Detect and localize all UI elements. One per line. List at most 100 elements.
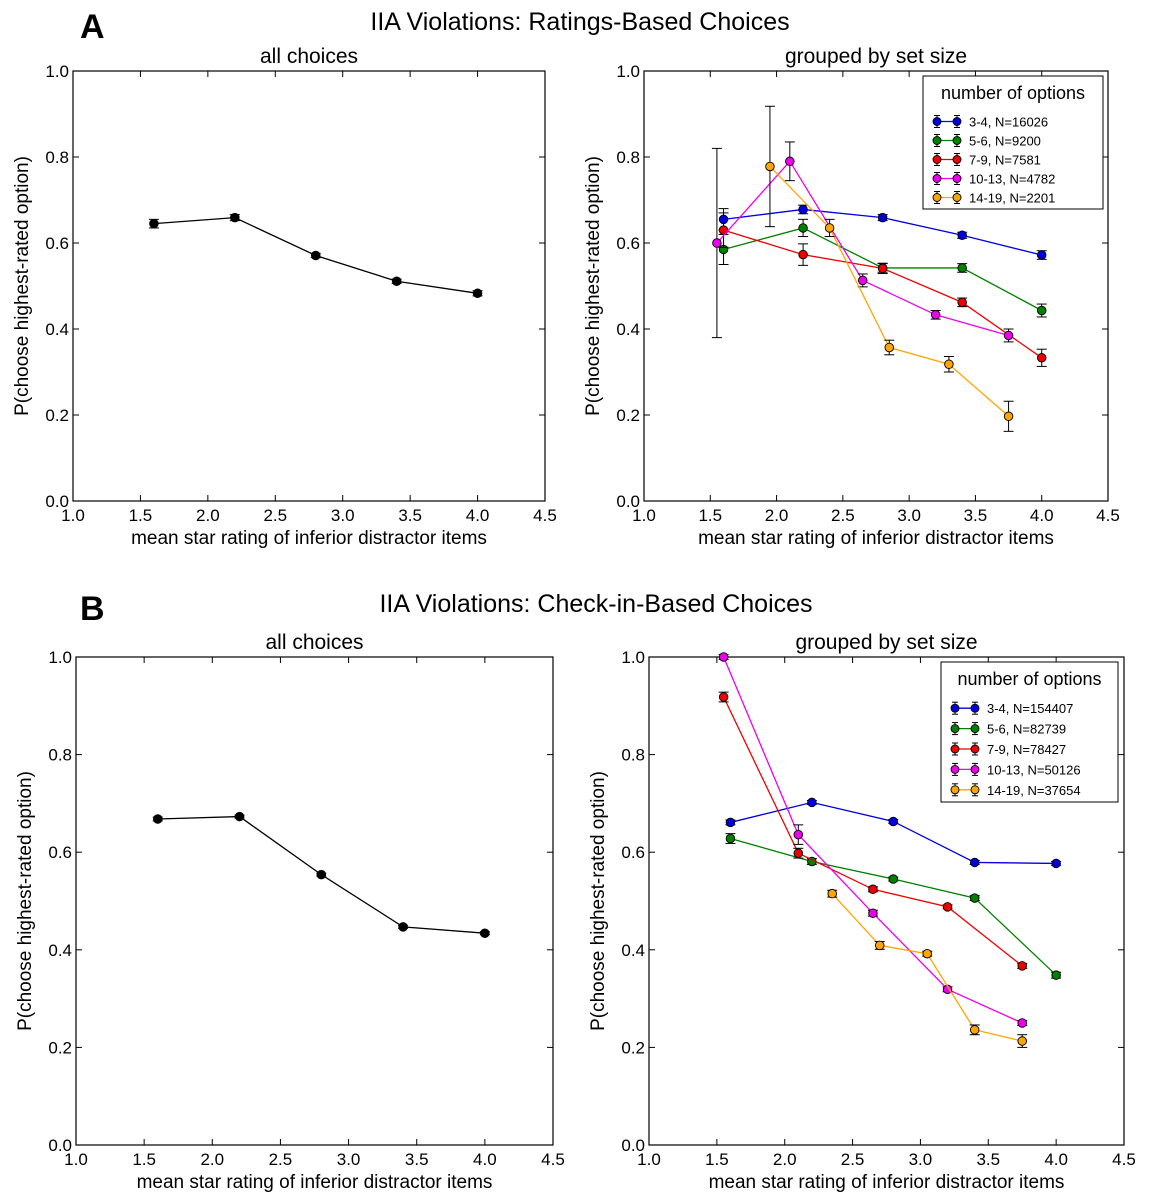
data-point	[869, 909, 878, 918]
y-axis-label: P(choose highest-rated option)	[15, 771, 36, 1031]
series-line	[724, 230, 1042, 358]
x-tick-label: 3.5	[964, 506, 988, 525]
data-point	[481, 929, 490, 938]
data-point	[392, 277, 401, 286]
legend-label: 14-19, N=37654	[987, 783, 1081, 798]
plot-frame	[76, 657, 553, 1145]
data-point	[719, 653, 728, 662]
y-tick-label: 0.0	[48, 1136, 72, 1155]
legend-label: 5-6, N=82739	[987, 722, 1066, 737]
data-point	[970, 894, 979, 903]
data-point	[799, 250, 808, 259]
data-point	[1004, 331, 1013, 340]
data-point	[1037, 354, 1046, 363]
data-point	[945, 360, 954, 369]
panel-title-b: IIA Violations: Check-in-Based Choices	[379, 590, 812, 618]
data-point	[399, 923, 408, 932]
x-tick-label: 2.0	[196, 506, 220, 525]
y-tick-label: 1.0	[45, 62, 69, 81]
data-point	[878, 213, 887, 222]
data-point	[150, 219, 159, 228]
panel-letter-a: A	[80, 8, 105, 46]
data-point	[1037, 306, 1046, 315]
data-point	[825, 224, 834, 233]
x-tick-label: 3.0	[897, 506, 921, 525]
y-tick-label: 0.6	[616, 234, 640, 253]
y-axis-label: P(choose highest-rated option)	[588, 771, 609, 1031]
data-point	[869, 885, 878, 894]
legend: number of options 3-4, N=154407 5-6, N=827…	[941, 662, 1118, 802]
legend-label: 14-19, N=2201	[969, 191, 1055, 206]
x-tick-label: 3.5	[405, 1150, 429, 1169]
series-0	[719, 205, 1047, 259]
x-tick-label: 1.5	[132, 1150, 156, 1169]
data-point	[231, 213, 240, 222]
series-0	[153, 812, 490, 937]
x-tick-label: 2.0	[200, 1150, 224, 1169]
data-point	[235, 812, 244, 821]
x-tick-label: 4.0	[1030, 506, 1054, 525]
x-tick-label: 2.0	[765, 506, 789, 525]
y-axis-label: P(choose highest-rated option)	[583, 156, 604, 416]
data-point	[858, 276, 867, 285]
legend-label: 5-6, N=9200	[969, 134, 1041, 149]
legend-marker	[933, 156, 941, 164]
x-tick-label: 2.5	[263, 506, 287, 525]
data-point	[875, 941, 884, 950]
data-point	[885, 343, 894, 352]
legend-title: number of options	[941, 83, 1085, 103]
x-tick-label: 3.5	[976, 1150, 1000, 1169]
legend-label: 7-9, N=7581	[969, 153, 1041, 168]
data-point	[1052, 859, 1061, 868]
legend-label: 10-13, N=50126	[987, 762, 1081, 777]
legend-label: 10-13, N=4782	[969, 172, 1055, 187]
data-point	[923, 949, 932, 958]
data-point	[794, 849, 803, 858]
y-tick-label: 0.2	[48, 1038, 72, 1057]
y-tick-label: 0.4	[45, 320, 69, 339]
y-tick-label: 0.4	[48, 941, 72, 960]
x-axis-label: mean star rating of inferior distractor …	[137, 1172, 493, 1193]
legend-marker	[953, 194, 961, 202]
data-point	[786, 157, 795, 166]
y-tick-label: 0.6	[45, 234, 69, 253]
legend-marker	[951, 725, 959, 733]
x-axis-label: mean star rating of inferior distractor …	[709, 1172, 1065, 1193]
x-tick-label: 2.5	[831, 506, 855, 525]
legend-marker	[971, 725, 979, 733]
y-axis-label: P(choose highest-rated option)	[12, 156, 33, 416]
y-tick-label: 1.0	[48, 648, 72, 667]
data-point	[958, 231, 967, 240]
data-point	[153, 815, 162, 824]
y-tick-label: 0.8	[616, 148, 640, 167]
data-point	[970, 858, 979, 867]
data-point	[713, 239, 722, 248]
y-tick-label: 0.2	[616, 406, 640, 425]
chart-title: all choices	[265, 631, 363, 654]
data-point	[794, 830, 803, 839]
x-tick-label: 4.0	[1044, 1150, 1068, 1169]
legend-marker	[971, 786, 979, 794]
legend-marker	[971, 704, 979, 712]
data-point	[726, 834, 735, 843]
data-point	[1018, 962, 1027, 971]
x-tick-label: 4.5	[533, 506, 557, 525]
data-point	[1037, 251, 1046, 260]
legend-label: 3-4, N=16026	[969, 115, 1048, 130]
data-point	[931, 311, 940, 320]
chart-b-all-choices: all choices 1.0 1.5 2.0 2.5 3.0 3.5 4.0 4.5 0.0 0.…	[15, 631, 565, 1193]
legend-marker	[953, 137, 961, 145]
legend-marker	[953, 118, 961, 126]
x-tick-label: 3.0	[909, 1150, 933, 1169]
legend-marker	[933, 194, 941, 202]
chart-b-grouped-by-set-size: grouped by set size1.0 1.5 2.0 2.5 3.0 3.5 4.0…	[588, 631, 1136, 1193]
legend-label: 7-9, N=78427	[987, 742, 1066, 757]
data-point	[958, 264, 967, 273]
x-tick-label: 3.0	[337, 1150, 361, 1169]
x-tick-label: 1.5	[129, 506, 153, 525]
data-point	[726, 818, 735, 827]
x-tick-label: 3.0	[331, 506, 355, 525]
chart-title: grouped by set size	[795, 631, 977, 654]
data-point	[1018, 1019, 1027, 1028]
x-tick-label: 2.5	[841, 1150, 865, 1169]
